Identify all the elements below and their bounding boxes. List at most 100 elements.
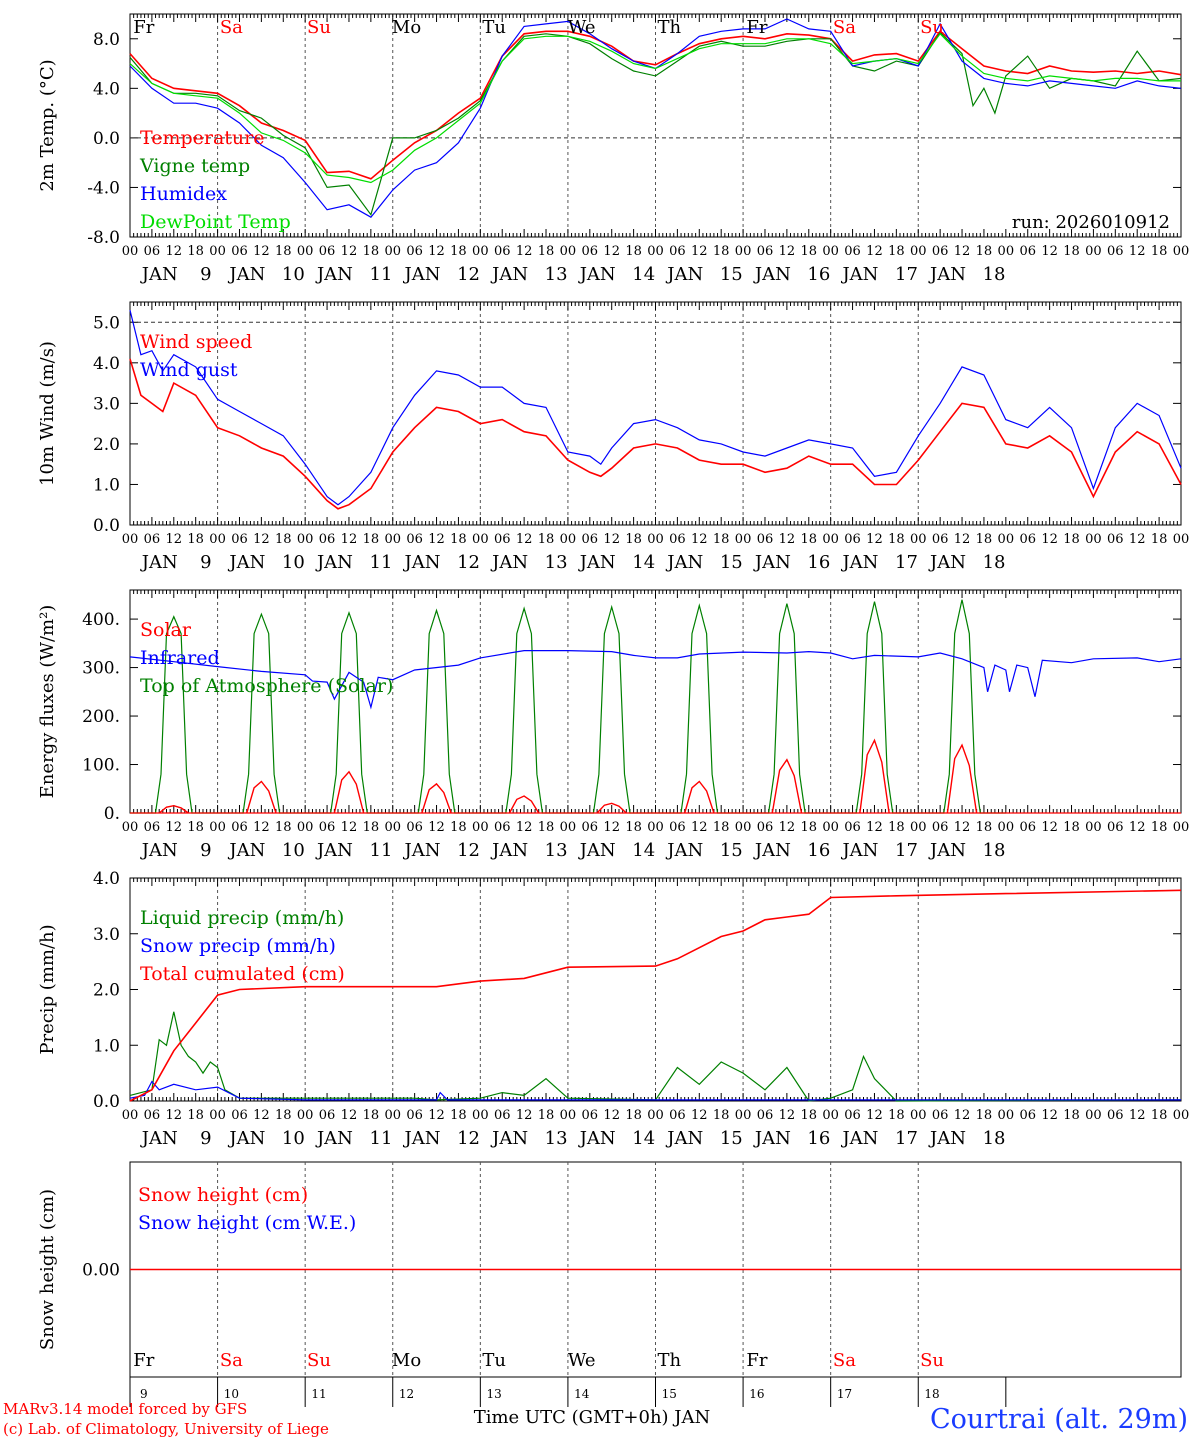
hour-tick-label: 00 <box>384 244 401 259</box>
date-month-label: JAN <box>227 840 265 861</box>
hour-tick-label: 18 <box>275 1108 292 1123</box>
y-tick-label: 200. <box>82 707 120 727</box>
hour-tick-label: 06 <box>844 244 861 259</box>
hour-tick-label: 18 <box>625 244 642 259</box>
date-month-label: JAN <box>140 1128 178 1149</box>
date-day-label: 10 <box>282 264 305 285</box>
series-liquid-precip-mm-h- <box>129 1011 1182 1102</box>
hour-tick-label: 00 <box>998 244 1015 259</box>
y-tick-label: 2.0 <box>93 435 120 455</box>
hour-tick-label: 18 <box>363 1108 380 1123</box>
hour-tick-label: 18 <box>1151 820 1168 835</box>
hour-tick-label: 06 <box>144 244 161 259</box>
hour-tick-label: 06 <box>669 532 686 547</box>
hour-tick-label: 06 <box>582 1108 599 1123</box>
hour-tick-label: 06 <box>1107 1108 1124 1123</box>
day-number-label: 18 <box>924 1387 939 1401</box>
hour-tick-label: 00 <box>735 1108 752 1123</box>
hour-tick-label: 00 <box>1173 244 1190 259</box>
hour-tick-label: 06 <box>144 532 161 547</box>
hour-tick-label: 18 <box>976 244 993 259</box>
hour-tick-label: 18 <box>800 820 817 835</box>
date-month-label: JAN <box>840 840 878 861</box>
date-month-label: JAN <box>490 264 528 285</box>
hour-tick-label: 00 <box>560 1108 577 1123</box>
hour-tick-label: 00 <box>472 532 489 547</box>
y-axis-label: Energy fluxes (W/m²) <box>37 605 58 799</box>
y-tick-label: 4.0 <box>93 869 120 889</box>
hour-tick-label: 18 <box>713 532 730 547</box>
panel-frame <box>129 589 1182 814</box>
hour-tick-label: 00 <box>1085 820 1102 835</box>
y-tick-label: 400. <box>82 610 120 630</box>
date-day-label: 16 <box>807 552 830 573</box>
hour-tick-label: 12 <box>253 820 270 835</box>
hour-tick-label: 18 <box>450 532 467 547</box>
hour-tick-label: 12 <box>779 1108 796 1123</box>
day-number-label: 9 <box>140 1387 148 1401</box>
hour-tick-label: 18 <box>713 1108 730 1123</box>
hour-tick-label: 12 <box>779 820 796 835</box>
weekday-label-top: Th <box>657 17 681 38</box>
date-day-label: 18 <box>983 264 1006 285</box>
hour-tick-label: 12 <box>691 820 708 835</box>
date-day-label: 18 <box>983 1128 1006 1149</box>
legend-entry: Snow height (cm W.E.) <box>138 1212 356 1234</box>
y-axis-label: Snow height (cm) <box>37 1189 58 1350</box>
hour-tick-label: 12 <box>1041 1108 1058 1123</box>
date-month-label: JAN <box>227 552 265 573</box>
hour-tick-label: 12 <box>516 532 533 547</box>
hour-tick-label: 12 <box>166 532 183 547</box>
y-tick-label: 300. <box>82 659 120 679</box>
hour-tick-label: 06 <box>932 820 949 835</box>
hour-tick-label: 12 <box>866 244 883 259</box>
hour-tick-label: 00 <box>647 820 664 835</box>
hour-tick-label: 18 <box>1151 1108 1168 1123</box>
legend-entry: DewPoint Temp <box>140 211 291 233</box>
hour-tick-label: 06 <box>406 244 423 259</box>
hour-tick-label: 06 <box>319 1108 336 1123</box>
hour-tick-label: 18 <box>275 532 292 547</box>
hour-tick-label: 18 <box>1151 244 1168 259</box>
hour-tick-label: 06 <box>406 1108 423 1123</box>
day-number-label: 13 <box>486 1387 501 1401</box>
date-day-label: 12 <box>457 840 480 861</box>
hour-tick-label: 12 <box>516 1108 533 1123</box>
hour-tick-label: 18 <box>976 532 993 547</box>
date-day-label: 18 <box>983 552 1006 573</box>
legend-entry: Total cumulated (cm) <box>140 963 345 985</box>
hour-tick-label: 12 <box>253 244 270 259</box>
hour-tick-label: 12 <box>166 244 183 259</box>
date-month-label: JAN <box>490 1128 528 1149</box>
hour-tick-label: 12 <box>166 820 183 835</box>
series-solar <box>158 738 978 814</box>
y-axis-label: 10m Wind (m/s) <box>37 341 58 486</box>
date-month-label: JAN <box>140 840 178 861</box>
panel-precip: 00 06 12 18 00 06 12 18 00 06 12 18 00 06 12 18 00 06 12 18… <box>37 869 1189 1149</box>
hour-tick-label: 18 <box>1063 1108 1080 1123</box>
y-tick-label: 0.0 <box>93 1092 120 1112</box>
hour-tick-label: 06 <box>144 820 161 835</box>
hour-tick-label: 00 <box>647 244 664 259</box>
hour-tick-label: 18 <box>1151 532 1168 547</box>
date-day-label: 17 <box>895 1128 918 1149</box>
hour-tick-label: 00 <box>822 244 839 259</box>
hour-tick-label: 00 <box>472 244 489 259</box>
hour-tick-label: 18 <box>363 244 380 259</box>
hour-tick-label: 00 <box>1173 820 1190 835</box>
hour-tick-label: 06 <box>757 244 774 259</box>
date-day-label: 9 <box>200 840 211 861</box>
hour-tick-label: 18 <box>888 820 905 835</box>
date-day-label: 11 <box>370 840 393 861</box>
hour-tick-label: 12 <box>954 820 971 835</box>
hour-tick-label: 18 <box>538 820 555 835</box>
hour-tick-label: 06 <box>231 1108 248 1123</box>
hour-tick-label: 12 <box>166 1108 183 1123</box>
hour-tick-label: 06 <box>1107 532 1124 547</box>
hour-tick-label: 12 <box>691 532 708 547</box>
date-day-label: 17 <box>895 840 918 861</box>
legend-entry: Wind gust <box>140 359 238 381</box>
y-tick-label: 5.0 <box>93 313 120 333</box>
series-infrared <box>129 650 1182 710</box>
